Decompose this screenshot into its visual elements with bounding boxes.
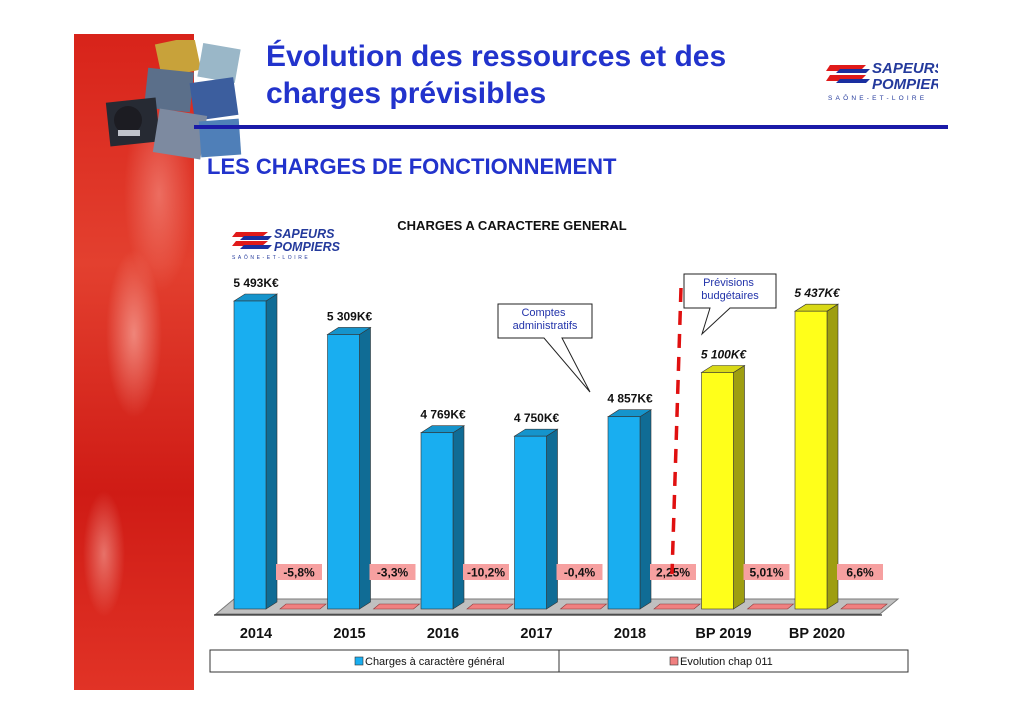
callout-previsions: Prévisions budgétaires (683, 273, 777, 336)
bar-chart: CHARGES A CARACTERE GENERAL SAPEURS POMP… (206, 204, 916, 674)
chart-logo-text-line-2: POMPIERS (274, 240, 341, 254)
slide-title: Évolution des ressources et des charges … (266, 38, 806, 112)
forecast-divider-line (670, 287, 683, 575)
bar-side (639, 409, 652, 610)
bar-2015 (327, 334, 360, 610)
bar-side (265, 293, 278, 610)
evolution-value-label: 5,01% (749, 566, 783, 580)
bar-value-label: 4 750K€ (514, 411, 560, 425)
bar-2016 (420, 432, 454, 610)
slide-title-line-2: charges prévisibles (266, 77, 547, 110)
legend-label-charges: Charges à caractère général (365, 656, 504, 668)
evolution-slab (279, 603, 327, 610)
evolution-value-label: -5,8% (283, 566, 315, 580)
chart-logo: SAPEURS POMPIERS SAÔNE-ET-LOIRE (232, 227, 341, 261)
evolution-label-box (556, 564, 603, 580)
bar-2018 (607, 416, 641, 610)
logo-text-line-1: SAPEURS (872, 60, 938, 77)
section-title: LES CHARGES DE FONCTIONNEMENT (207, 154, 617, 179)
evolution-label-box (463, 564, 509, 580)
bar-side (546, 428, 558, 610)
callout-previsions-word-2: budgétaires (701, 290, 759, 302)
bar-bp-2020 (794, 310, 828, 610)
svg-text:Prévisions budgétaires: Prévisions budgétaires (701, 277, 759, 302)
legend-swatch-charges (354, 656, 364, 666)
chart-title: CHARGES A CARACTERE GENERAL (397, 218, 626, 233)
firefighter-collage-image (105, 40, 242, 160)
evolution-label-box (369, 564, 416, 580)
bar-2017 (514, 435, 547, 610)
category-label: 2014 (240, 626, 272, 642)
evolution-label-box (837, 564, 883, 580)
category-label: 2015 (333, 626, 365, 642)
callout-comptes-word-2: administratifs (513, 320, 578, 332)
callout-comptes-word-1: Comptes (521, 307, 566, 319)
bar-2014 (233, 300, 267, 610)
evolution-value-label: -10,2% (467, 566, 505, 580)
bar-value-label: 5 100K€ (701, 347, 748, 361)
bar-value-label: 5 493K€ (233, 276, 279, 290)
chart-logo-text-line-1: SAPEURS (274, 227, 335, 241)
logo-text-line-2: POMPIERS (872, 76, 938, 93)
category-label: 2016 (427, 626, 459, 642)
bar-side (452, 425, 465, 610)
category-labels: 2014 2015 2016 2017 2018 BP 2019 BP 2020 (240, 626, 845, 642)
evolution-label-box (743, 564, 790, 580)
evolution-value-label: -3,3% (377, 566, 409, 580)
bar-value-label: 4 857K€ (607, 392, 653, 406)
bar-bp-2019 (701, 372, 734, 610)
evolution-value-label: 6,6% (846, 566, 874, 580)
evolution-label-box (276, 564, 322, 580)
bar-side (359, 326, 371, 610)
bar-side (733, 364, 745, 610)
category-label: BP 2020 (789, 626, 845, 642)
sapeurs-pompiers-logo: SAPEURS POMPIERS SAÔNE-ET-LOIRE (826, 60, 938, 101)
svg-text:Comptes administratifs: Comptes administratifs (513, 307, 578, 332)
bars-layer: 5 493K€ 5 309K€ 4 769K€ 4 750K€ 4 857K€ 5 100… (232, 276, 841, 610)
slide-title-line-1: Évolution des ressources et des (266, 40, 727, 73)
bar-value-label: 4 769K€ (420, 408, 466, 422)
bar-value-label: 5 309K€ (327, 309, 373, 323)
chart-logo-text-line-3: SAÔNE-ET-LOIRE (232, 254, 310, 261)
evolution-slab (746, 603, 795, 610)
evolution-slab (466, 603, 514, 610)
evolution-slab (653, 603, 701, 610)
logo-text-line-3: SAÔNE-ET-LOIRE (828, 93, 927, 101)
chart-legend: Charges à caractère général Evolution ch… (209, 649, 909, 673)
legend-swatch-evolution (669, 656, 679, 666)
category-label: 2017 (520, 626, 552, 642)
evolution-slab (372, 603, 421, 610)
callout-previsions-word-1: Prévisions (703, 277, 754, 289)
evolution-slab (559, 603, 608, 610)
evolution-value-label: -0,4% (564, 566, 596, 580)
bar-value-label: 5 437K€ (794, 286, 841, 300)
bar-side (826, 303, 839, 610)
callout-comptes: Comptes administratifs (497, 303, 593, 393)
header-divider (194, 125, 948, 129)
category-label: BP 2019 (695, 626, 751, 642)
evolution-slab (840, 603, 888, 610)
legend-label-evolution: Evolution chap 011 (680, 656, 773, 668)
category-label: 2018 (614, 626, 646, 642)
